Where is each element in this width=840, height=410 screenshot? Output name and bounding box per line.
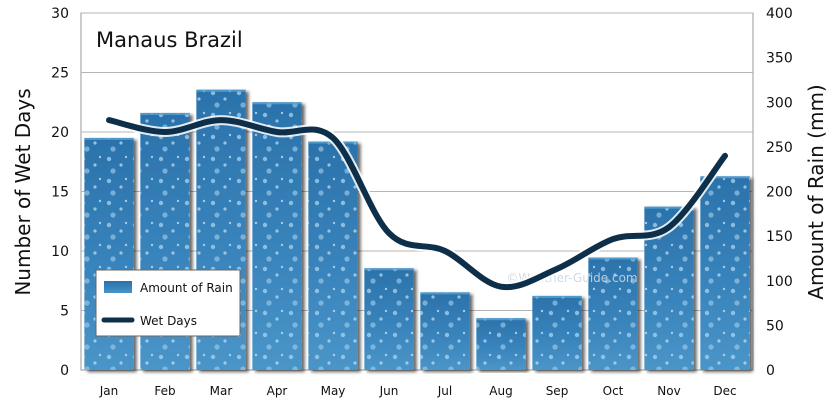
y-axis-right: 0 50 100 150 200 250 300 350 400 (766, 6, 793, 379)
y2-tick-label: 200 (766, 185, 793, 201)
x-tick-label: Jul (437, 384, 452, 398)
y-axis-label-right: Amount of Rain (mm) (804, 84, 828, 299)
y2-tick-label: 150 (766, 229, 793, 245)
x-tick-label: Nov (657, 384, 680, 398)
x-tick-label: Aug (489, 384, 512, 398)
y-tick-label: 25 (51, 66, 69, 82)
legend: Amount of Rain Wet Days (95, 269, 241, 337)
rain-bar (532, 295, 582, 370)
y2-tick-label: 50 (766, 318, 784, 334)
y-axis-left: 0 5 10 15 20 25 30 (51, 6, 69, 379)
rain-bar (420, 292, 470, 370)
y2-tick-label: 250 (766, 140, 793, 156)
x-tick-label: Jan (99, 384, 119, 398)
wet-days-line (106, 117, 728, 291)
y-axis-label-left: Number of Wet Days (11, 88, 35, 295)
rain-bar (308, 141, 358, 370)
x-tick-label: May (321, 384, 346, 398)
legend-wetdays-label: Wet Days (140, 314, 197, 328)
y-tick-label: 10 (51, 244, 69, 260)
rain-bar (364, 268, 414, 370)
rain-bar (700, 176, 750, 370)
rain-bar (588, 257, 638, 370)
line-layer (104, 115, 730, 293)
x-tick-label: Sep (546, 384, 569, 398)
rain-bar (476, 318, 526, 370)
y-tick-label: 30 (51, 6, 69, 22)
x-tick-label: Jun (379, 384, 399, 398)
y2-tick-label: 100 (766, 274, 793, 290)
x-tick-label: Apr (267, 384, 288, 398)
legend-rain-swatch (104, 281, 132, 293)
x-axis: Jan Feb Mar Apr May Jun Jul Aug Sep Oct Nov Dec (99, 384, 737, 398)
y-tick-label: 0 (60, 363, 69, 379)
y-tick-label: 5 (60, 304, 69, 320)
legend-rain-label: Amount of Rain (140, 281, 233, 295)
y-tick-label: 20 (51, 125, 69, 141)
rain-bar (252, 102, 302, 370)
x-tick-label: Feb (154, 384, 175, 398)
y-tick-label: 15 (51, 185, 69, 201)
y2-tick-label: 350 (766, 51, 793, 67)
bars (84, 89, 750, 371)
y2-tick-label: 400 (766, 6, 793, 22)
x-tick-label: Dec (713, 384, 736, 398)
y2-tick-label: 0 (766, 363, 775, 379)
x-tick-label: Mar (210, 384, 233, 398)
x-tick-label: Oct (603, 384, 624, 398)
chart-title: Manaus Brazil (96, 28, 243, 52)
y2-tick-label: 300 (766, 95, 793, 111)
